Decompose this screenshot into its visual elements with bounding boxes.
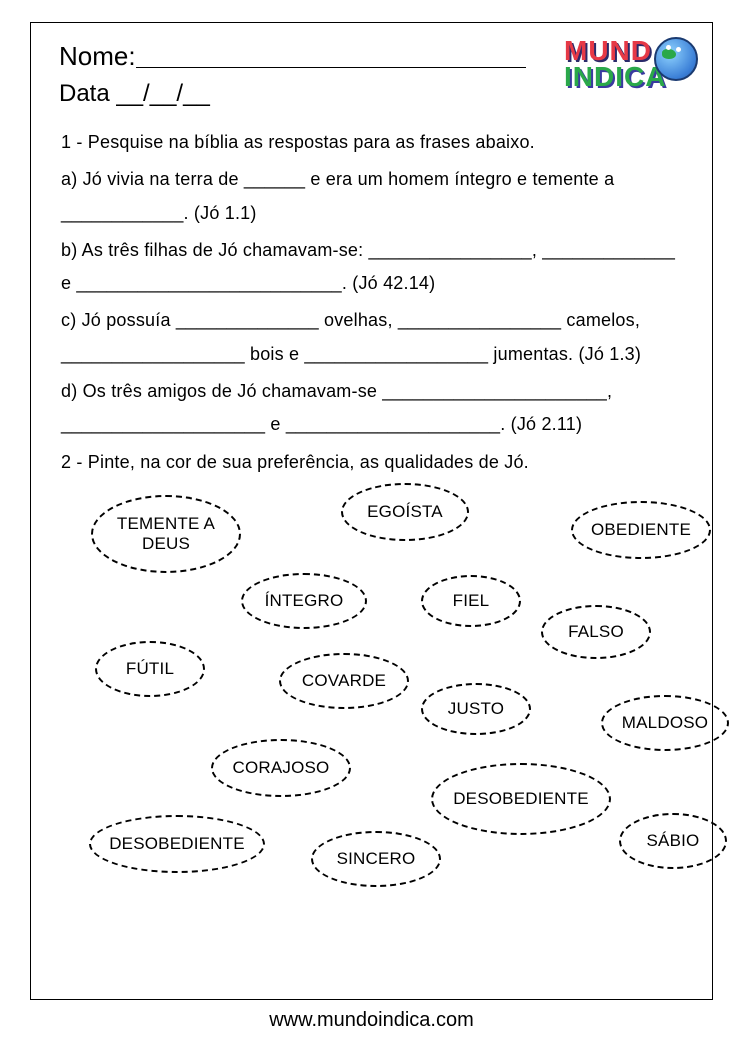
- q1b: b) As três filhas de Jó chamavam-se: ___…: [61, 234, 682, 301]
- quality-bubble[interactable]: JUSTO: [421, 683, 531, 735]
- quality-bubble[interactable]: TEMENTE A DEUS: [91, 495, 241, 573]
- globe-icon: [654, 37, 698, 81]
- q1-intro: 1 - Pesquise na bíblia as respostas para…: [61, 126, 682, 159]
- q1d: d) Os três amigos de Jó chamavam-se ____…: [61, 375, 682, 442]
- q1c: c) Jó possuía ______________ ovelhas, __…: [61, 304, 682, 371]
- quality-bubble[interactable]: COVARDE: [279, 653, 409, 709]
- quality-bubble[interactable]: DESOBEDIENTE: [89, 815, 265, 873]
- header: Nome: Data __/__/__ MUND INDICA: [31, 23, 712, 118]
- quality-bubble[interactable]: EGOÍSTA: [341, 483, 469, 541]
- name-label: Nome:: [59, 41, 136, 71]
- quality-bubble[interactable]: ÍNTEGRO: [241, 573, 367, 629]
- page-frame: Nome: Data __/__/__ MUND INDICA 1 - Pesq…: [30, 22, 713, 1000]
- name-blank-line[interactable]: [136, 67, 526, 68]
- quality-bubble[interactable]: SINCERO: [311, 831, 441, 887]
- quality-bubble[interactable]: FALSO: [541, 605, 651, 659]
- bubble-area: TEMENTE A DEUSEGOÍSTAOBEDIENTEÍNTEGROFIE…: [61, 483, 682, 903]
- quality-bubble[interactable]: SÁBIO: [619, 813, 727, 869]
- questions-block: 1 - Pesquise na bíblia as respostas para…: [31, 118, 712, 903]
- quality-bubble[interactable]: FIEL: [421, 575, 521, 627]
- q2-intro: 2 - Pinte, na cor de sua preferência, as…: [61, 446, 682, 479]
- date-label: Data __/__/__: [59, 80, 210, 107]
- quality-bubble[interactable]: FÚTIL: [95, 641, 205, 697]
- quality-bubble[interactable]: MALDOSO: [601, 695, 729, 751]
- q1a: a) Jó vivia na terra de ______ e era um …: [61, 163, 682, 230]
- quality-bubble[interactable]: CORAJOSO: [211, 739, 351, 797]
- quality-bubble[interactable]: OBEDIENTE: [571, 501, 711, 559]
- footer-url: www.mundoindica.com: [0, 1009, 743, 1032]
- quality-bubble[interactable]: DESOBEDIENTE: [431, 763, 611, 835]
- brand-logo: MUND INDICA: [564, 35, 694, 115]
